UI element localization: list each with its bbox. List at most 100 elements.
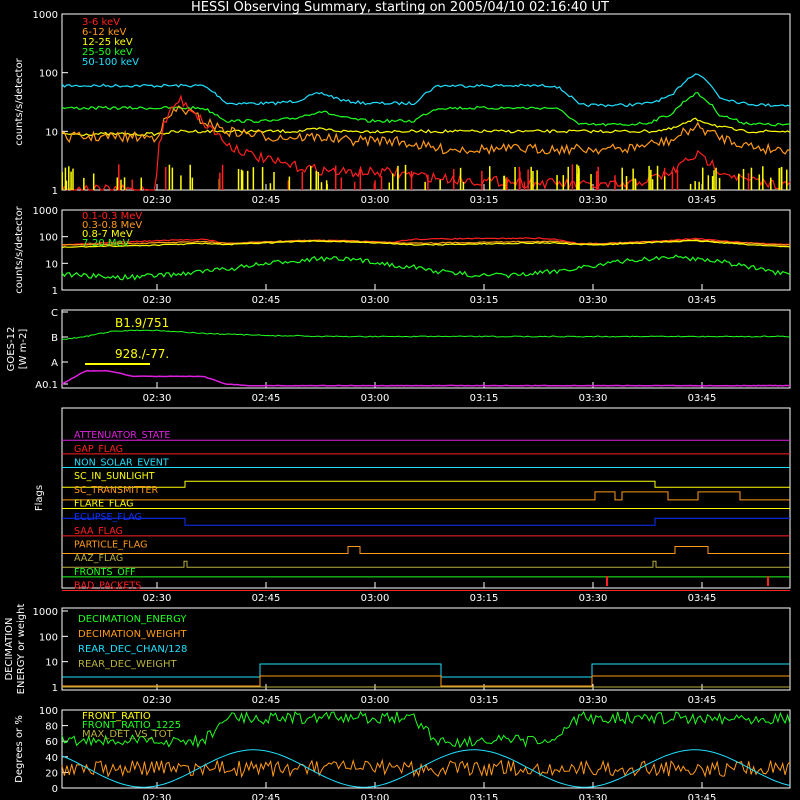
panel2-ylabel: counts/s/detector: [14, 205, 25, 293]
panel5-tick-label: 03:45: [688, 695, 717, 706]
panel6-frame: [61, 709, 791, 789]
panel4-ylabel: Flags: [34, 485, 45, 511]
panel2-legend-item: 0.3-0.8 MeV: [82, 220, 142, 231]
panel3-ylabel: GOES-12: [6, 327, 17, 372]
panel4-flag-label: BAD_PACKETS: [74, 581, 141, 592]
panel2-frame: [61, 209, 791, 291]
panel1-series-3-6keV: [61, 94, 791, 191]
panel1-legend-item: 12-25 keV: [82, 37, 133, 48]
panel3-ytick-label: C: [51, 308, 58, 319]
panel4-flag-label: SC_IN_SUNLIGHT: [74, 471, 155, 482]
panel3-tick-label: 03:45: [688, 393, 717, 404]
panel3-tick-label: 02:45: [252, 393, 281, 404]
panel1-tick-label: 03:15: [470, 195, 499, 206]
panel1-ytick-label: 1: [52, 186, 58, 197]
panel1-tick-label: 03:00: [361, 195, 390, 206]
panel5-ytick-label: 100: [39, 632, 58, 643]
panel1-ytick-label: 10: [45, 127, 58, 138]
panel6-tick-label: 02:30: [143, 793, 172, 800]
panel6-tick-label: 02:45: [252, 793, 281, 800]
panel6-tick-label: 03:30: [579, 793, 608, 800]
panel4-flag-label: GAP_FLAG: [74, 444, 123, 455]
panel6-series-green: [61, 710, 791, 749]
panel3-series-low: [62, 329, 791, 340]
panel5-legend-item: REAR_DEC_CHAN/128: [78, 644, 187, 655]
panel3-tick-label: 03:15: [470, 393, 499, 404]
panel1-ytick-label: 100: [39, 69, 58, 80]
panel3-ytick-label: A0.1: [35, 380, 58, 391]
panel5-ytick-label: 1: [52, 683, 58, 694]
panel1-tick-label: 02:45: [252, 195, 281, 206]
panel1-legend-item: 6-12 keV: [82, 27, 126, 38]
panel1-legend-item: 3-6 keV: [82, 17, 120, 28]
panel6-tick-label: 03:00: [361, 793, 390, 800]
panel4-flag-label: NON_SOLAR_EVENT: [74, 458, 169, 469]
panel2-series: [61, 237, 791, 246]
panel5-legend-item: DECIMATION_WEIGHT: [78, 629, 187, 640]
panel5-legend-item: DECIMATION_ENERGY: [78, 614, 187, 625]
panel5-tick-label: 03:30: [579, 695, 608, 706]
panel2-tick-label: 03:30: [579, 295, 608, 306]
panel2-legend-item: 0.1-0.3 MeV: [82, 211, 142, 222]
panel6-legend-item: FRONT_RATIO_1225: [82, 720, 181, 731]
panel1-legend-item: 50-100 keV: [82, 57, 139, 68]
panel3-ylabel-unit: [W m-2]: [18, 329, 29, 370]
panel1-tick-label: 03:30: [579, 195, 608, 206]
panel1-series-25-50keV: [61, 92, 791, 127]
panel6-ytick-label: 40: [45, 753, 58, 764]
panel4-flag-label: FRONTS_OFF: [74, 567, 136, 578]
panel4-tick-label: 03:30: [579, 593, 608, 604]
panel2-tick-label: 03:45: [688, 295, 717, 306]
panel5-tick-label: 02:30: [143, 695, 172, 706]
panel6-ylabel: Degrees or %: [14, 715, 25, 783]
panel2-ytick-label: 10: [45, 259, 58, 270]
panel4-flag-label: ATTENUATOR_STATE: [74, 430, 170, 441]
panel3-tick-label: 02:30: [143, 393, 172, 404]
panel4-frame: [61, 407, 791, 589]
panel3-ytick-label: A: [51, 358, 58, 369]
panel1-series-6-12keV: [61, 105, 791, 156]
panel5-line-cyan: [62, 663, 790, 678]
panel2-legend-item: 0.8-7 MeV: [82, 229, 133, 240]
panel4-flag-line: [62, 546, 790, 555]
panel3-tick-label: 03:30: [579, 393, 608, 404]
panel3-frame: [61, 309, 791, 389]
panel4-flag-line: [62, 480, 790, 488]
panel4-tick-label: 03:00: [361, 593, 390, 604]
panel6-legend-item: MAX_DET_VS_TOT: [82, 729, 174, 740]
panel4-tick-label: 02:45: [252, 593, 281, 604]
panel2-series: [61, 239, 791, 249]
panel2-ytick-label: 1000: [33, 206, 58, 217]
panel2-tick-label: 02:45: [252, 295, 281, 306]
panel3-ytick-label: B: [51, 333, 58, 344]
panel6-tick-label: 03:45: [688, 793, 717, 800]
panel1-series-50-100keV: [61, 73, 791, 108]
panel1-ylabel: counts/s/detector: [14, 57, 25, 145]
panel1-frame: [61, 13, 791, 191]
panel2-tick-label: 03:15: [470, 295, 499, 306]
panel4-flag-line: [62, 517, 790, 526]
panel5-ytick-label: 1000: [33, 607, 58, 618]
panel4-flag-label: SAA_FLAG: [74, 526, 123, 537]
panel5-tick-label: 02:45: [252, 695, 281, 706]
panel5-line-orange: [62, 675, 790, 687]
panel4-flag-label: FLARE_FLAG: [74, 499, 134, 510]
panel5-frame: [61, 607, 791, 691]
panel6-ytick-label: 100: [39, 706, 58, 717]
panel5-legend-item: REAR_DEC_WEIGHT: [78, 659, 177, 670]
panel1-tick-label: 02:30: [143, 195, 172, 206]
panel2-series: [61, 254, 791, 281]
panel1-legend-item: 25-50 keV: [82, 47, 133, 58]
panel6-series-cyan: [61, 749, 791, 788]
panel4-flag-label: SC_TRANSMITTER: [74, 485, 159, 496]
panel3-tick-label: 03:00: [361, 393, 390, 404]
panel1-series-12-25keV: [61, 117, 791, 137]
panel4-tick-label: 03:45: [688, 593, 717, 604]
panel6-tick-label: 03:15: [470, 793, 499, 800]
panel6-ytick-label: 60: [45, 737, 58, 748]
panel1-tick-label: 03:45: [688, 195, 717, 206]
panel5-tick-label: 03:15: [470, 695, 499, 706]
panel4-flag-label: PARTICLE_FLAG: [74, 540, 147, 551]
panel6-ytick-label: 20: [45, 768, 58, 779]
